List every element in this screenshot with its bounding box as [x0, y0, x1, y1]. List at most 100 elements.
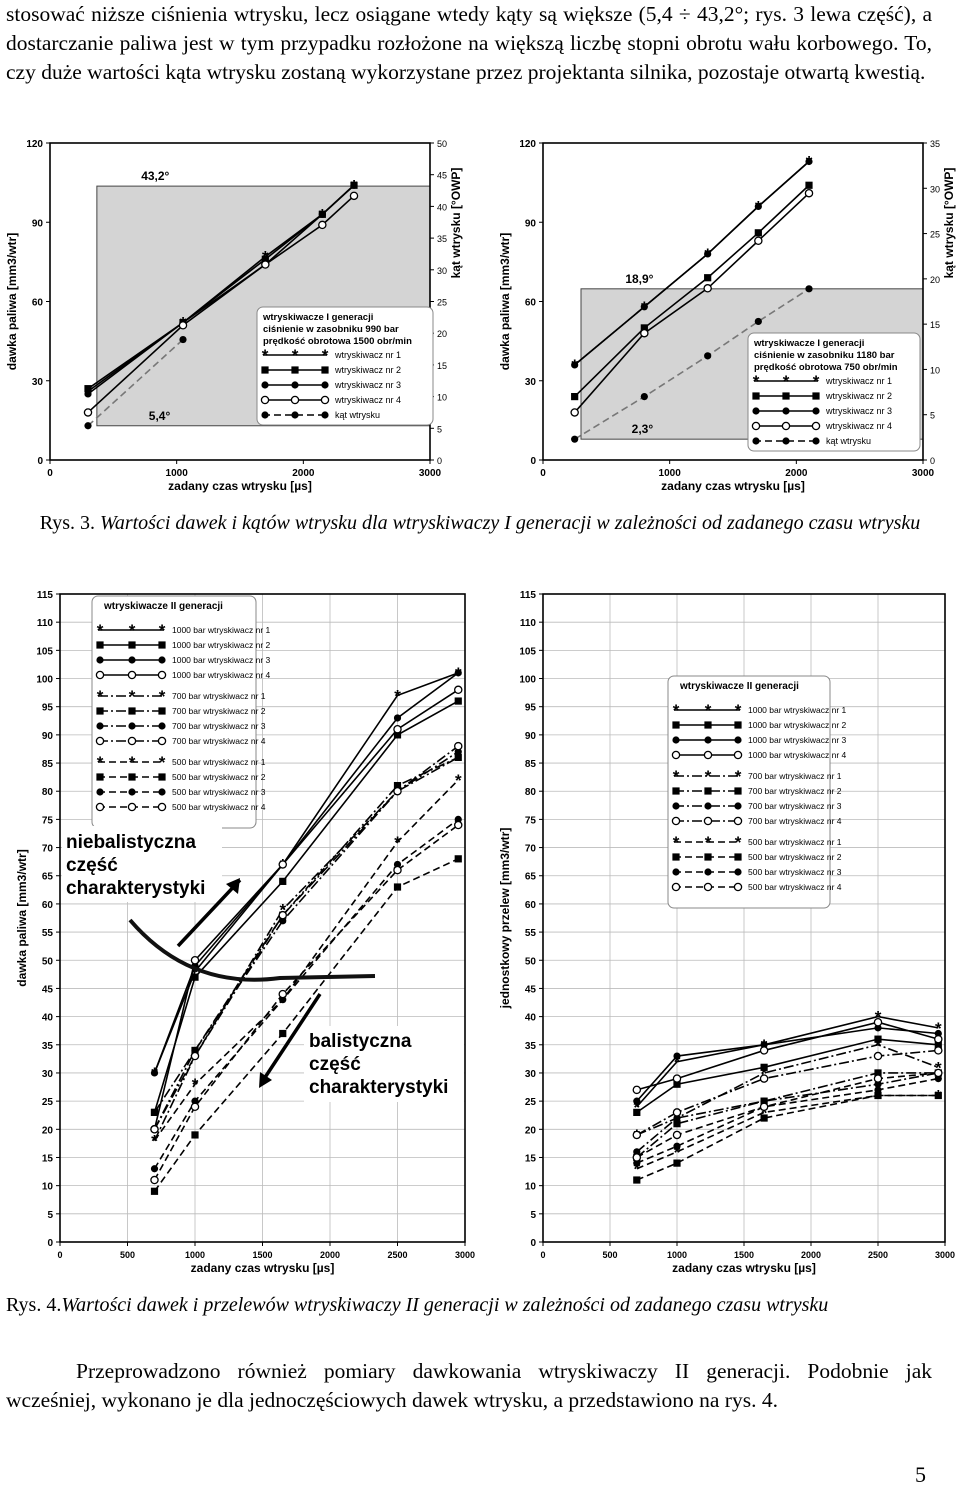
data-point: [453, 820, 463, 830]
y-tick-label: 65: [42, 872, 54, 883]
data-point: [934, 1034, 943, 1044]
data-point: [150, 1175, 159, 1185]
data-point: [571, 435, 579, 443]
legend-label: 500 bar wtryskiwacz nr 3: [172, 787, 266, 797]
y2-tick-label: 0: [930, 456, 935, 466]
y-tick-label: 25: [525, 1097, 537, 1108]
legend-marker: [782, 392, 790, 400]
data-point: [672, 1074, 682, 1083]
legend-label: 700 bar wtryskiwacz nr 4: [748, 816, 842, 826]
legend-marker: [751, 421, 761, 431]
x-axis-label: zadany czas wtrysku [µs]: [661, 479, 805, 493]
legend-marker: [781, 421, 791, 431]
legend-marker: [672, 736, 680, 744]
legend-marker: [752, 437, 760, 445]
legend-label: 500 bar wtryskiwacz nr 1: [172, 757, 266, 767]
legend-marker: *: [735, 701, 742, 720]
data-point: [190, 1051, 200, 1061]
arrow-down-head: [259, 1072, 272, 1088]
x-tick-label: 2000: [785, 468, 808, 479]
data-point: [673, 1120, 681, 1128]
annotation-bg: [62, 826, 222, 902]
y-tick-label: 60: [42, 900, 54, 911]
y-tick-label: 25: [42, 1097, 54, 1108]
x-tick-label: 0: [540, 468, 546, 479]
data-point: [934, 1091, 942, 1100]
series-line: [153, 858, 459, 1192]
legend-marker: *: [753, 372, 760, 391]
series-2: [633, 1035, 942, 1116]
x-tick-label: 1000: [667, 1250, 687, 1260]
y2-tick-label: 40: [437, 202, 447, 212]
figure-4-caption: Rys. 4.Wartości dawek i przelewów wtrysk…: [6, 1292, 828, 1318]
data-point: [393, 786, 402, 796]
paragraph-top: stosować niższe ciśnienia wtrysku, lecz …: [6, 2, 932, 84]
y-tick-label: 95: [525, 703, 537, 714]
legend-marker: [703, 750, 713, 760]
legend-marker: [782, 437, 790, 445]
figure-3-caption: Rys. 3. Wartości dawek i kątów wtrysku d…: [0, 510, 960, 536]
boundary-curve: [128, 918, 376, 982]
y2-tick-label: 10: [930, 365, 940, 375]
y-tick-label: 85: [525, 759, 537, 770]
data-point: [704, 352, 712, 360]
data-point: [754, 202, 762, 210]
legend-marker: [127, 802, 137, 812]
data-point: [805, 285, 813, 293]
data-point: *: [761, 1064, 768, 1083]
data-point: [874, 1086, 882, 1094]
legend-marker: [127, 736, 137, 746]
legend-marker: [703, 882, 713, 892]
legend-marker: [321, 381, 329, 389]
legend-box: [256, 306, 434, 426]
data-point: [393, 724, 402, 734]
data-point: [632, 1130, 642, 1140]
legend-marker: *: [705, 701, 712, 720]
legend-marker: [672, 721, 680, 729]
legend-marker: [812, 437, 820, 445]
data-point: [633, 1108, 641, 1116]
arrow-up-line: [176, 878, 242, 948]
x-tick-label: 1000: [185, 1250, 205, 1260]
x-tick-label: 1000: [659, 468, 682, 479]
data-point: [454, 753, 462, 762]
legend-marker: [671, 882, 681, 892]
legend-label: 700 bar wtryskiwacz nr 1: [748, 771, 842, 781]
legend-marker: [734, 802, 742, 810]
legend-marker: *: [159, 687, 166, 706]
legend-title: wtryskiwacze II generacji: [103, 601, 223, 612]
x-axis-label: zadany czas wtrysku [µs]: [191, 1261, 335, 1275]
legend-marker: *: [262, 346, 269, 365]
y-tick-label: 55: [525, 928, 537, 939]
legend-marker: [158, 641, 166, 649]
series-line: [153, 756, 459, 1141]
data-point: [754, 229, 762, 237]
y-tick-label: 80: [525, 787, 537, 798]
legend-marker: [704, 802, 712, 810]
data-point: [633, 1097, 641, 1105]
x-tick-label: 3000: [935, 1250, 955, 1260]
legend-label: 700 bar wtryskiwacz nr 1: [172, 691, 266, 701]
data-point: [759, 1074, 769, 1083]
x-tick-label: 3000: [419, 468, 442, 479]
data-point: [393, 883, 402, 891]
legend-marker: [157, 670, 167, 680]
legend-marker: [127, 670, 137, 680]
data-point: [150, 1165, 159, 1173]
data-point: [150, 1125, 159, 1134]
legend-marker: [733, 750, 743, 760]
series-4: [632, 1017, 943, 1095]
legend-marker: [96, 722, 104, 730]
y2-tick-label: 15: [437, 361, 447, 371]
y-tick-label: 75: [42, 815, 54, 826]
y-tick-label: 40: [525, 1013, 537, 1024]
legend-marker: [291, 366, 299, 374]
series-12: [632, 1068, 943, 1162]
legend-label: kąt wtrysku: [826, 436, 871, 446]
data-point: [640, 328, 649, 338]
data-point: [453, 741, 463, 751]
annotation-non-ballistic: niebalistyczna: [66, 832, 196, 853]
y-tick-label: 95: [42, 703, 54, 714]
